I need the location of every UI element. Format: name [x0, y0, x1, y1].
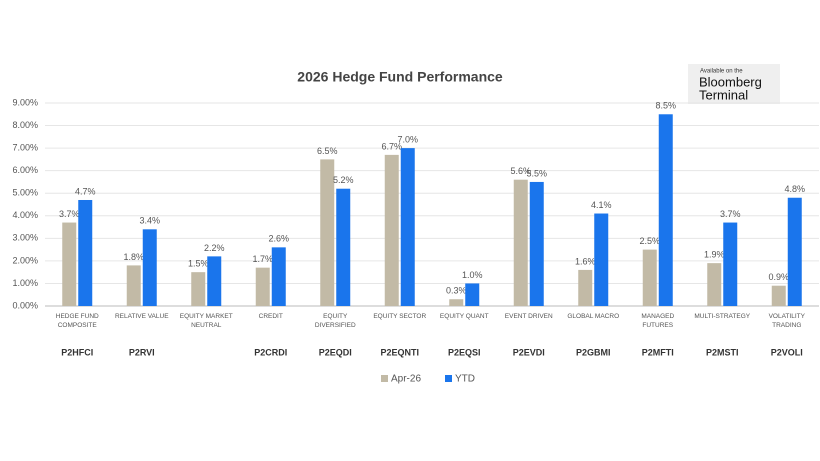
bar	[707, 263, 722, 306]
y-tick-label: 5.00%	[12, 188, 38, 198]
value-label: 5.2%	[333, 175, 354, 185]
value-label: 6.5%	[317, 146, 338, 156]
bar	[400, 148, 415, 306]
value-label: 4.1%	[591, 200, 612, 210]
value-label: 1.8%	[123, 252, 144, 262]
x-tick-label: EQUITY SECTOR	[373, 313, 426, 320]
ticker-label: P2MSTI	[706, 347, 739, 357]
x-tick-label: EVENT DRIVEN	[505, 313, 553, 320]
x-tick-label: VOLATILITY TRADING	[769, 313, 806, 329]
bar	[255, 267, 270, 306]
y-tick-label: 9.00%	[12, 97, 38, 107]
legend-swatch	[381, 375, 388, 382]
bar	[126, 265, 141, 306]
value-label: 1.0%	[462, 270, 483, 280]
value-label: 5.5%	[526, 168, 547, 178]
ticker-label: P2EQDI	[319, 347, 352, 357]
value-label: 3.7%	[59, 209, 80, 219]
ticker-label: P2VOLI	[771, 347, 803, 357]
value-label: 2.5%	[639, 236, 660, 246]
bar	[578, 269, 593, 306]
bar	[594, 213, 609, 306]
value-label: 0.9%	[768, 272, 789, 282]
y-tick-label: 7.00%	[12, 142, 38, 152]
bar	[529, 181, 544, 306]
ticker-label: P2EVDI	[513, 347, 545, 357]
legend-label: YTD	[455, 374, 475, 385]
y-tick-label: 1.00%	[12, 278, 38, 288]
bar	[723, 222, 738, 306]
ticker-label: P2EQSI	[448, 347, 481, 357]
legend-swatch	[445, 375, 452, 382]
bar	[336, 188, 351, 306]
bar	[658, 114, 673, 307]
logo-text: Available on the	[700, 69, 743, 75]
value-label: 2.2%	[204, 243, 225, 253]
bar	[207, 256, 222, 306]
bar	[78, 199, 93, 306]
ticker-label: P2GBMI	[576, 347, 611, 357]
bar	[513, 179, 528, 306]
logo-text: Bloomberg	[699, 74, 762, 89]
x-tick-label: HEDGE FUND COMPOSITE	[56, 313, 99, 329]
y-tick-label: 2.00%	[12, 255, 38, 265]
x-tick-label: MANAGED FUTURES	[641, 313, 674, 329]
y-tick-label: 4.00%	[12, 210, 38, 220]
value-label: 8.5%	[655, 101, 676, 111]
y-tick-label: 8.00%	[12, 120, 38, 130]
x-tick-label: EQUITY QUANT	[440, 313, 489, 320]
bar	[320, 159, 335, 306]
value-label: 3.4%	[139, 216, 160, 226]
y-tick-label: 0.00%	[12, 300, 38, 310]
bar	[62, 222, 77, 306]
value-label: 4.7%	[75, 186, 96, 196]
value-label: 0.3%	[446, 286, 467, 296]
x-tick-label: MULTI-STRATEGY	[694, 313, 750, 320]
logo-box	[688, 64, 780, 104]
x-tick-label: EQUITY MARKET NEUTRAL	[180, 313, 233, 329]
bar	[384, 154, 399, 306]
logo-text: Terminal	[699, 87, 748, 102]
bar	[771, 285, 786, 306]
ticker-label: P2RVI	[129, 347, 155, 357]
value-label: 7.0%	[397, 134, 418, 144]
value-label: 3.7%	[720, 209, 741, 219]
bar	[142, 229, 157, 306]
bar	[465, 283, 480, 306]
bar	[787, 197, 802, 306]
bar	[271, 247, 286, 306]
ticker-label: P2CRDI	[254, 347, 287, 357]
x-tick-label: RELATIVE VALUE	[115, 313, 169, 320]
x-tick-label: GLOBAL MACRO	[567, 313, 619, 320]
value-label: 1.9%	[704, 250, 725, 260]
bar	[449, 299, 464, 306]
value-label: 5.6%	[510, 166, 531, 176]
bar	[191, 272, 206, 306]
ticker-label: P2MFTI	[642, 347, 674, 357]
x-tick-label: CREDIT	[259, 313, 283, 320]
value-label: 2.6%	[268, 234, 289, 244]
value-label: 1.7%	[252, 254, 273, 264]
legend-label: Apr-26	[391, 374, 421, 385]
ticker-label: P2EQNTI	[380, 347, 419, 357]
value-label: 1.6%	[575, 256, 596, 266]
y-tick-label: 6.00%	[12, 165, 38, 175]
value-label: 4.8%	[784, 184, 805, 194]
y-tick-label: 3.00%	[12, 233, 38, 243]
value-label: 1.5%	[188, 259, 209, 269]
value-label: 6.7%	[381, 141, 402, 151]
x-tick-label: EQUITY DIVERSIFIED	[315, 313, 356, 329]
chart-title: 2026 Hedge Fund Performance	[297, 69, 503, 85]
ticker-label: P2HFCI	[61, 347, 93, 357]
bar	[642, 249, 657, 306]
